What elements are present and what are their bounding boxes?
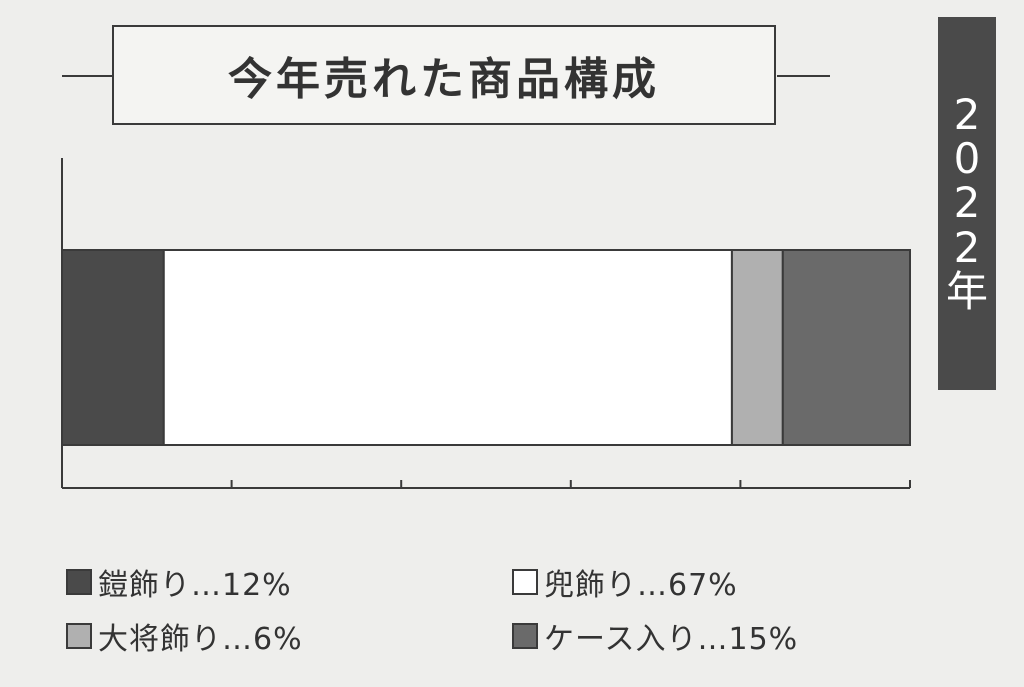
bar-segment [61, 249, 165, 446]
year-label-char: 2 [953, 222, 981, 272]
bar-segment [730, 249, 784, 446]
title-decor-line-left [62, 75, 114, 77]
chart-title: 今年売れた商品構成 [112, 25, 776, 125]
bar-segment [781, 249, 911, 446]
legend-swatch [512, 623, 538, 649]
legend-item-case: ケース入り…15% [512, 614, 798, 658]
legend-label: 大将飾り…6% [98, 622, 303, 657]
legend-item-yoroi: 鎧飾り…12% [66, 560, 292, 604]
year-label-char: 0 [953, 134, 981, 184]
title-decor-line-right [777, 75, 830, 77]
legend-item-kabuto: 兜飾り…67% [512, 560, 738, 604]
bar-segment [162, 249, 733, 446]
legend-swatch [66, 569, 92, 595]
legend-label: ケース入り…15% [544, 622, 799, 657]
legend-label: 鎧飾り…12% [98, 568, 292, 603]
legend-item-taisho: 大将飾り…6% [66, 614, 303, 658]
legend-swatch [512, 569, 538, 595]
stacked-bar-chart [61, 158, 911, 489]
legend-label: 兜飾り…67% [544, 568, 738, 603]
year-label-char: 2 [953, 178, 981, 228]
legend-swatch [66, 623, 92, 649]
year-label-char: 2 [953, 90, 981, 140]
year-label-char: 年 [945, 266, 988, 316]
